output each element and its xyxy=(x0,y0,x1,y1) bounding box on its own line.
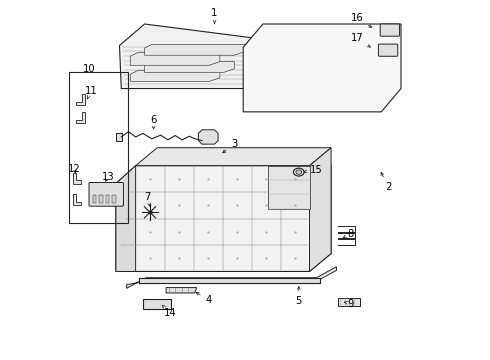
Text: 17: 17 xyxy=(350,33,370,47)
Polygon shape xyxy=(73,194,81,205)
Polygon shape xyxy=(136,148,331,166)
Polygon shape xyxy=(130,53,220,65)
Bar xyxy=(150,301,153,308)
Bar xyxy=(105,195,109,203)
Text: 16: 16 xyxy=(350,13,372,27)
Polygon shape xyxy=(116,166,331,271)
Text: 14: 14 xyxy=(162,305,177,318)
Polygon shape xyxy=(76,112,85,123)
Polygon shape xyxy=(338,298,360,306)
Polygon shape xyxy=(145,62,234,72)
Polygon shape xyxy=(120,24,285,89)
Polygon shape xyxy=(145,44,245,55)
Text: 6: 6 xyxy=(150,115,157,129)
Text: 1: 1 xyxy=(211,8,218,24)
Polygon shape xyxy=(73,173,81,184)
Polygon shape xyxy=(116,166,136,271)
Polygon shape xyxy=(76,94,85,105)
Text: 10: 10 xyxy=(83,64,96,74)
Bar xyxy=(99,195,102,203)
Bar xyxy=(146,301,148,308)
Polygon shape xyxy=(310,148,331,271)
Text: 7: 7 xyxy=(144,192,150,206)
Polygon shape xyxy=(116,133,122,141)
Text: 13: 13 xyxy=(102,172,114,182)
Text: 3: 3 xyxy=(223,139,237,153)
FancyBboxPatch shape xyxy=(378,44,398,56)
Text: 5: 5 xyxy=(295,287,302,306)
FancyBboxPatch shape xyxy=(380,24,399,36)
Polygon shape xyxy=(130,71,220,81)
Ellipse shape xyxy=(294,168,304,176)
Polygon shape xyxy=(143,299,172,309)
Text: 2: 2 xyxy=(381,172,392,192)
Bar xyxy=(93,195,96,203)
FancyBboxPatch shape xyxy=(89,183,123,206)
Text: 12: 12 xyxy=(68,164,81,174)
Bar xyxy=(155,301,159,308)
Polygon shape xyxy=(269,166,310,209)
Polygon shape xyxy=(126,267,337,288)
Polygon shape xyxy=(243,24,401,112)
Bar xyxy=(160,301,164,308)
Bar xyxy=(69,72,128,223)
Bar xyxy=(112,195,116,203)
Text: 8: 8 xyxy=(343,229,354,239)
Text: 9: 9 xyxy=(344,299,354,309)
Text: 15: 15 xyxy=(304,165,323,175)
Polygon shape xyxy=(198,130,218,144)
Polygon shape xyxy=(166,288,196,293)
Ellipse shape xyxy=(296,170,302,174)
Text: 4: 4 xyxy=(196,292,212,305)
Bar xyxy=(166,301,169,308)
Text: 11: 11 xyxy=(84,86,97,99)
